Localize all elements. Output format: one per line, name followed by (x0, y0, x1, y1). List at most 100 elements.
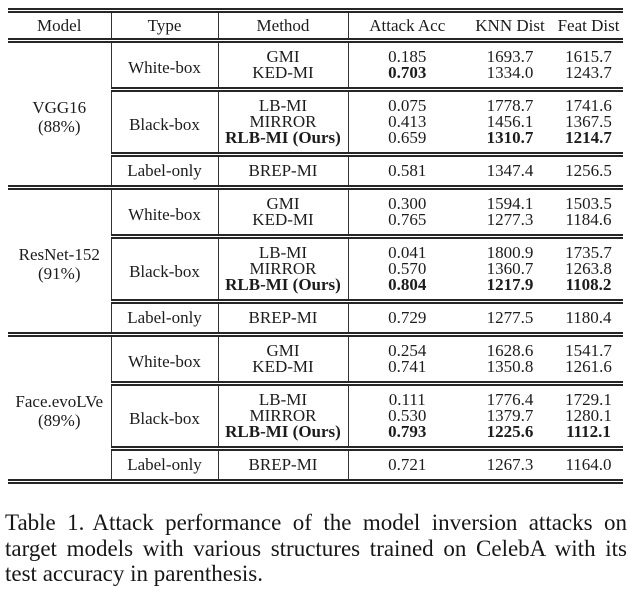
type-cell: White-box (111, 332, 219, 384)
col-header-attack-acc: Attack Acc (348, 10, 466, 43)
feat-dist-cell: 1615.7 (554, 38, 623, 65)
method-cell: KED-MI (218, 64, 349, 90)
feat-dist-cell: 1735.7 (554, 234, 623, 261)
attack-acc-cell: 0.254 (348, 332, 466, 359)
col-header-feat-dist: Feat Dist (554, 10, 623, 43)
feat-dist-cell: 1214.7 (565, 128, 612, 147)
caption-text: Attack performance of the model inversio… (5, 510, 627, 586)
type-cell: Label-only (111, 299, 219, 335)
col-header-method: Method (218, 10, 349, 43)
knn-dist-cell: 1277.3 (486, 210, 534, 229)
knn-dist-cell: 1628.6 (466, 332, 554, 359)
table-row: RLB-MI (Ours) 0.793 1225.6 1112.1 (8, 422, 623, 449)
method-cell: KED-MI (218, 358, 349, 384)
table-row: KED-MI 0.741 1350.8 1261.6 (8, 357, 623, 384)
model-accuracy: (91%) (38, 264, 81, 283)
knn-dist-cell: 1217.9 (486, 275, 534, 294)
model-cell: Face.evoLVe (89%) (8, 332, 112, 482)
type-cell: Black-box (111, 381, 219, 449)
type-cell: White-box (111, 38, 219, 90)
table-row: MIRROR 0.413 1456.1 1367.5 (8, 112, 623, 131)
method-cell: RLB-MI (Ours) (218, 423, 349, 449)
col-header-type: Type (111, 10, 219, 43)
attack-acc-cell: 0.300 (348, 185, 466, 212)
table-row: KED-MI 0.703 1334.0 1243.7 (8, 63, 623, 90)
table-row: Face.evoLVe (89%) White-box GMI 0.254 16… (8, 332, 623, 482)
attack-acc-cell: 0.729 (348, 299, 466, 335)
attack-acc-cell: 0.659 (388, 128, 427, 147)
knn-dist-cell: 1225.6 (486, 422, 534, 441)
attack-acc-cell: 0.741 (388, 357, 427, 376)
caption-label: Table 1. (5, 510, 85, 535)
attack-acc-cell: 0.530 (388, 406, 427, 425)
method-cell: RLB-MI (Ours) (218, 129, 349, 155)
attack-acc-cell: 0.185 (348, 38, 466, 65)
table-row: VGG16 (88%) White-box GMI 0.185 1693.7 1… (8, 38, 623, 188)
knn-dist-cell: 1456.1 (486, 112, 534, 131)
knn-dist-cell: 1347.4 (466, 152, 554, 188)
method-cell: LB-MI (218, 381, 349, 408)
knn-dist-cell: 1350.8 (486, 357, 534, 376)
feat-dist-cell: 1243.7 (565, 63, 612, 82)
knn-dist-cell: 1334.0 (486, 63, 534, 82)
method-cell: BREP-MI (218, 446, 349, 482)
method-cell: LB-MI (218, 87, 349, 114)
method-cell: GMI (218, 185, 349, 212)
attack-acc-cell: 0.793 (388, 422, 427, 441)
table-row: MIRROR 0.570 1360.7 1263.8 (8, 259, 623, 278)
feat-dist-cell: 1180.4 (554, 299, 623, 335)
feat-dist-cell: 1261.6 (565, 357, 612, 376)
attack-acc-cell: 0.721 (348, 446, 466, 482)
table-caption: Table 1. Attack performance of the model … (5, 510, 627, 587)
method-cell: BREP-MI (218, 299, 349, 335)
attack-acc-cell: 0.581 (348, 152, 466, 188)
feat-dist-cell: 1263.8 (565, 259, 612, 278)
feat-dist-cell: 1741.6 (554, 87, 623, 114)
attack-acc-cell: 0.111 (348, 381, 466, 408)
col-header-model: Model (8, 10, 112, 43)
knn-dist-cell: 1778.7 (466, 87, 554, 114)
knn-dist-cell: 1693.7 (466, 38, 554, 65)
col-header-knn-dist: KNN Dist (466, 10, 554, 43)
feat-dist-cell: 1164.0 (554, 446, 623, 482)
table-row: ResNet-152 (91%) White-box GMI 0.300 159… (8, 185, 623, 335)
model-cell: ResNet-152 (91%) (8, 185, 112, 335)
table-header-row: Model Type Method Attack Acc KNN Dist Fe… (8, 10, 623, 43)
knn-dist-cell: 1360.7 (486, 259, 534, 278)
knn-dist-cell: 1267.3 (466, 446, 554, 482)
table-row: Black-box LB-MI 0.041 1800.9 1735.7 (8, 234, 623, 302)
results-table: Model Type Method Attack Acc KNN Dist Fe… (8, 8, 623, 484)
method-cell: GMI (218, 332, 349, 359)
attack-acc-cell: 0.703 (388, 63, 427, 82)
attack-acc-cell: 0.075 (348, 87, 466, 114)
table-row: RLB-MI (Ours) 0.804 1217.9 1108.2 (8, 275, 623, 302)
table-row: Black-box LB-MI 0.075 1778.7 1741.6 (8, 87, 623, 155)
knn-dist-cell: 1277.5 (466, 299, 554, 335)
attack-acc-cell: 0.765 (388, 210, 427, 229)
table-row: Label-only BREP-MI 0.729 1277.5 1180.4 (8, 299, 623, 335)
knn-dist-cell: 1594.1 (466, 185, 554, 212)
table-row: Black-box LB-MI 0.111 1776.4 1729.1 (8, 381, 623, 449)
model-accuracy: (88%) (38, 117, 81, 136)
method-cell: KED-MI (218, 211, 349, 237)
attack-acc-cell: 0.041 (348, 234, 466, 261)
feat-dist-cell: 1108.2 (565, 275, 612, 294)
method-cell: MIRROR (218, 407, 349, 424)
type-cell: Label-only (111, 446, 219, 482)
table-row: RLB-MI (Ours) 0.659 1310.7 1214.7 (8, 128, 623, 155)
feat-dist-cell: 1256.5 (554, 152, 623, 188)
feat-dist-cell: 1503.5 (554, 185, 623, 212)
knn-dist-cell: 1800.9 (466, 234, 554, 261)
method-cell: MIRROR (218, 260, 349, 277)
method-cell: MIRROR (218, 113, 349, 130)
feat-dist-cell: 1367.5 (565, 112, 612, 131)
model-name: Face.evoLVe (15, 392, 104, 411)
attack-acc-cell: 0.413 (388, 112, 427, 131)
type-cell: Black-box (111, 234, 219, 302)
table-row: KED-MI 0.765 1277.3 1184.6 (8, 210, 623, 237)
model-cell: VGG16 (88%) (8, 38, 112, 188)
feat-dist-cell: 1184.6 (565, 210, 612, 229)
type-cell: Label-only (111, 152, 219, 188)
feat-dist-cell: 1541.7 (554, 332, 623, 359)
knn-dist-cell: 1310.7 (486, 128, 534, 147)
